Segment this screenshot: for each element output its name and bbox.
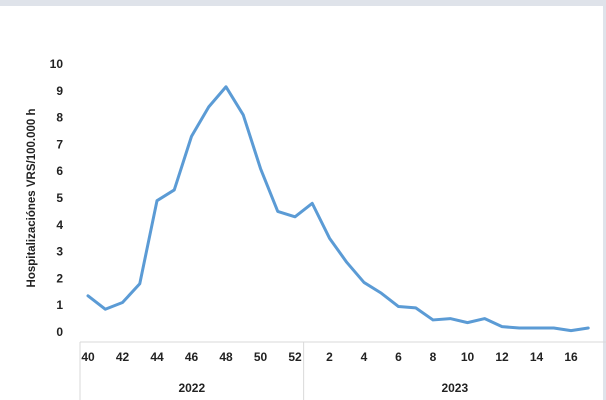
y-tick-label: 2	[56, 271, 63, 285]
x-tick-label: 48	[219, 350, 233, 364]
x-tick-label: 8	[430, 350, 437, 364]
x-tick-label: 46	[185, 350, 199, 364]
x-tick-label: 42	[116, 350, 130, 364]
x-tick-label: 10	[461, 350, 475, 364]
x-tick-label: 2	[326, 350, 333, 364]
y-tick-label: 4	[56, 218, 63, 232]
y-tick-label: 1	[56, 298, 63, 312]
year-label: 2023	[441, 381, 468, 395]
y-tick-label: 7	[56, 137, 63, 151]
series-group	[86, 85, 590, 333]
y-axis-title-group: Hospitalizaciónes VRS/100.000 h	[26, 109, 38, 288]
y-tick-label: 9	[56, 84, 63, 98]
x-tick-label: 6	[395, 350, 402, 364]
top-border	[0, 0, 606, 6]
y-tick-label: 10	[50, 57, 64, 71]
x-tick-label: 40	[81, 350, 95, 364]
series-line	[86, 85, 590, 333]
y-tick-label: 6	[56, 164, 63, 178]
x-tick-label: 44	[150, 350, 164, 364]
y-tick-label: 3	[56, 245, 63, 259]
year-label: 2022	[178, 381, 205, 395]
right-border	[603, 6, 606, 400]
y-axis-title: Hospitalizaciónes VRS/100.000 h	[26, 109, 38, 288]
x-tick-label: 12	[495, 350, 509, 364]
x-tick-label: 52	[288, 350, 302, 364]
x-tick-label: 4	[361, 350, 368, 364]
x-tick-label: 14	[530, 350, 544, 364]
y-axis: 0 1 2 3 4 5 6 7 8 9 10	[50, 57, 64, 339]
x-tick-label: 16	[564, 350, 578, 364]
x-tick-label: 50	[254, 350, 268, 364]
y-tick-label: 8	[56, 111, 63, 125]
y-tick-label: 0	[56, 325, 63, 339]
y-tick-label: 5	[56, 191, 63, 205]
